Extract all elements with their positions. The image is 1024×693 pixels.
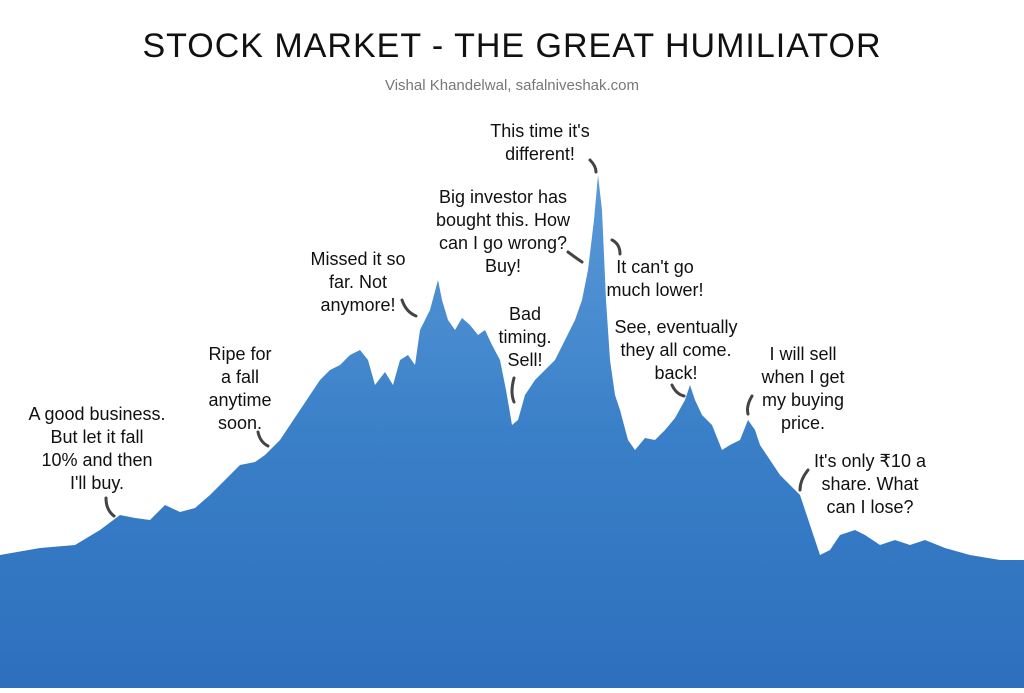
annotation-line: Buy! — [485, 256, 521, 276]
annotation-line: can I lose? — [826, 497, 913, 517]
annotation-line: 10% and then — [41, 450, 152, 470]
market-mountain — [0, 175, 1024, 688]
annotation-line: a fall — [221, 367, 259, 387]
subtitle: Vishal Khandelwal, safalniveshak.com — [385, 77, 639, 94]
annotation-line: when I get — [760, 367, 844, 387]
annotation-line: But let it fall — [50, 427, 143, 447]
annotation-line: This time it's — [490, 121, 589, 141]
annotation-line: anytime — [208, 390, 271, 410]
annotation-line: It can't go — [616, 257, 693, 277]
annotation-line: Big investor has — [439, 187, 567, 207]
annotation-line: Missed it so — [310, 249, 405, 269]
title: STOCK MARKET - THE GREAT HUMILIATOR — [142, 27, 881, 65]
annotation-line: timing. — [498, 327, 551, 347]
annotation-line: soon. — [218, 413, 262, 433]
annotation-line: anymore! — [320, 295, 395, 315]
annotation-line: Sell! — [507, 350, 542, 370]
annotation-line: It's only ₹10 a — [814, 451, 927, 471]
annotation-line: I will sell — [769, 344, 836, 364]
annotation-line: they all come. — [620, 340, 731, 360]
annotation-line: A good business. — [28, 404, 165, 424]
annotation-line: price. — [781, 413, 825, 433]
annotation-line: far. Not — [329, 272, 387, 292]
annotation-line: I'll buy. — [70, 473, 124, 493]
annotation-line: can I go wrong? — [439, 233, 567, 253]
annotation-line: Bad — [509, 304, 541, 324]
annotation-line: much lower! — [606, 280, 703, 300]
annotation-line: bought this. How — [436, 210, 571, 230]
annotation-line: share. What — [821, 474, 918, 494]
annotation-line: my buying — [762, 390, 844, 410]
annotation-line: different! — [505, 144, 575, 164]
annotation-line: back! — [654, 363, 697, 383]
annotation-line: See, eventually — [614, 317, 737, 337]
connectors — [104, 158, 810, 518]
annotation-line: Ripe for — [208, 344, 271, 364]
